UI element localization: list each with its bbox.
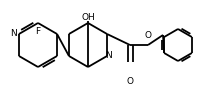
Text: N: N (11, 29, 17, 38)
Text: N: N (105, 52, 111, 61)
Text: O: O (144, 30, 152, 39)
Text: F: F (35, 26, 41, 35)
Text: OH: OH (81, 13, 95, 22)
Text: O: O (127, 77, 134, 86)
